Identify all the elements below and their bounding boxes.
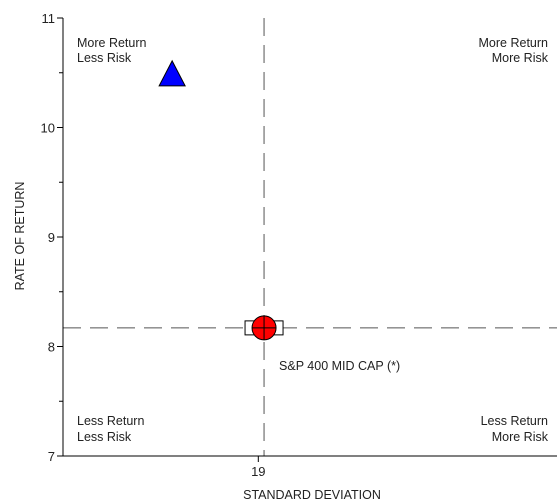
quadrant-bottom-right-line1: Less Return bbox=[481, 414, 548, 428]
y-tick-label: 10 bbox=[41, 121, 55, 136]
y-tick-label: 9 bbox=[48, 230, 55, 245]
triangle-point bbox=[159, 61, 185, 86]
x-tick-label: 19 bbox=[251, 464, 265, 479]
benchmark-label: S&P 400 MID CAP (*) bbox=[279, 359, 400, 373]
quadrant-bottom-right-line2: More Risk bbox=[492, 430, 549, 444]
ticks: 7 8 9 10 11 19 bbox=[41, 11, 266, 479]
quadrant-top-left-line1: More Return bbox=[77, 36, 147, 50]
quadrant-top-right-line1: More Return bbox=[479, 36, 549, 50]
y-tick-label: 11 bbox=[42, 11, 56, 26]
y-tick-label: 8 bbox=[48, 340, 55, 355]
quadrant-bottom-left-line2: Less Risk bbox=[77, 430, 132, 444]
y-axis-title: RATE OF RETURN bbox=[13, 182, 27, 291]
quadrant-bottom-left-line1: Less Return bbox=[77, 414, 144, 428]
reference-lines bbox=[63, 18, 557, 456]
quadrant-top-left-line2: Less Risk bbox=[77, 51, 132, 65]
quadrant-labels: More Return Less Risk More Return More R… bbox=[77, 36, 549, 444]
axes bbox=[63, 18, 557, 456]
x-axis-title: STANDARD DEVIATION bbox=[243, 488, 381, 502]
data-marks: S&P 400 MID CAP (*) bbox=[159, 61, 400, 373]
quadrant-top-right-line2: More Risk bbox=[492, 51, 549, 65]
y-tick-label: 7 bbox=[48, 449, 55, 464]
